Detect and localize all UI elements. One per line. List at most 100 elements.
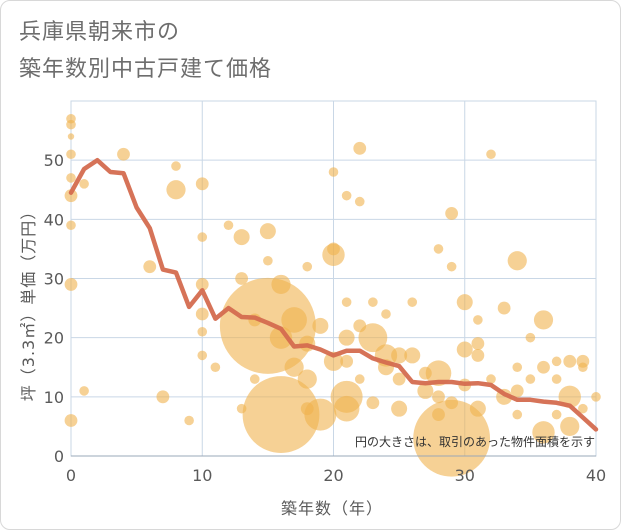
y-tick-label: 10	[44, 388, 64, 407]
y-tick-label: 40	[44, 210, 64, 229]
x-tick-label: 0	[66, 466, 76, 485]
bubble-point	[551, 409, 562, 420]
chart-title: 兵庫県朝来市の 築年数別中古戸建て価格	[19, 14, 272, 88]
bubble-point	[473, 315, 483, 325]
x-tick-label: 40	[586, 466, 606, 485]
bubble-point	[281, 307, 307, 333]
bubble-point	[249, 374, 260, 384]
bubble-point	[338, 329, 355, 346]
bubble-point	[432, 408, 445, 421]
bubble-point	[156, 390, 170, 404]
bubble-point	[591, 392, 601, 402]
trend-line-series	[68, 157, 599, 432]
bubble-point	[64, 278, 78, 291]
bubble-point	[471, 337, 485, 350]
bubble-point	[353, 141, 367, 155]
bubble-point	[366, 396, 380, 410]
bubble-point	[195, 307, 209, 321]
bubble-point	[284, 357, 304, 377]
trend-line	[68, 157, 599, 432]
bubble-point	[66, 149, 76, 160]
bubble-point	[341, 297, 352, 307]
bubble-point	[64, 189, 78, 203]
bubble-point	[236, 403, 247, 414]
x-tick-label: 10	[192, 466, 212, 485]
bubble-point	[486, 374, 496, 384]
bubble-point	[486, 149, 496, 160]
bubble-point	[368, 297, 378, 307]
bubble-size-note: 円の大きさは、取引のあった物件面積を示す	[355, 434, 595, 449]
x-tick-label: 30	[455, 466, 475, 485]
bubble-point	[537, 360, 550, 374]
bubble-point	[195, 177, 209, 191]
bubble-point	[417, 382, 434, 399]
bubble-point	[184, 415, 194, 426]
bubble-point	[425, 360, 452, 386]
bubble-point	[64, 414, 78, 427]
bubble-point	[391, 347, 408, 364]
bubble-point	[413, 399, 491, 477]
bubble-point	[197, 232, 208, 242]
y-tick-label: 0	[54, 447, 64, 466]
chart-title-line-2: 築年数別中古戸建て価格	[19, 57, 273, 82]
bubble-point	[323, 351, 344, 371]
bubble-point	[340, 354, 354, 368]
bubble-point	[297, 369, 317, 389]
bubble-point	[67, 133, 75, 140]
bubble-point	[341, 190, 352, 201]
bubble-point	[358, 323, 388, 353]
bubble-point	[512, 362, 523, 373]
bubble-point	[197, 350, 208, 361]
bubble-point	[578, 403, 588, 414]
bubble-point	[327, 242, 340, 256]
bubble-point	[507, 251, 527, 271]
bubble-point	[432, 390, 445, 404]
bubble-point	[235, 272, 249, 285]
bubble-point	[578, 362, 588, 373]
bubble-point	[269, 326, 293, 349]
bubble-point	[446, 261, 457, 272]
bubble-point	[66, 173, 76, 183]
bubble-point	[166, 180, 186, 200]
bubble-point	[263, 255, 273, 266]
bubble-point	[333, 395, 360, 422]
bubble-point	[497, 301, 511, 315]
x-axis-title: 築年数（年）	[281, 499, 383, 518]
bubble-series	[64, 113, 601, 477]
bubble-point	[171, 161, 181, 171]
bubble-point	[445, 207, 459, 220]
bubble-point	[302, 261, 313, 272]
bubble-point	[560, 416, 580, 437]
bubble-point	[66, 220, 76, 231]
bubble-point	[219, 277, 316, 374]
bubble-point	[300, 402, 314, 416]
bubble-point	[381, 309, 391, 319]
bubble-point	[456, 341, 473, 358]
bubble-point	[79, 179, 89, 189]
bubble-point	[551, 374, 562, 384]
bubble-point	[312, 317, 329, 334]
bubble-point	[195, 278, 209, 291]
bubble-point	[391, 400, 408, 417]
bubble-point	[469, 400, 486, 417]
bubble-point	[353, 319, 367, 333]
bubble-point	[551, 356, 562, 367]
bubble-point	[354, 374, 365, 384]
bubble-point	[510, 384, 524, 398]
bubble-point	[532, 421, 555, 444]
chart-title-line-1: 兵庫県朝来市の	[19, 20, 181, 45]
bubble-point	[471, 349, 485, 362]
y-axis-title: 坪（3.3㎡）単価（万円）	[19, 203, 38, 401]
bubble-point	[525, 332, 536, 343]
bubble-point	[143, 260, 157, 274]
bubble-point	[259, 223, 276, 240]
bubble-point	[418, 366, 432, 380]
bubble-point	[525, 374, 536, 384]
bubble-point	[117, 147, 130, 161]
bubble-point	[242, 376, 320, 453]
bubble-point	[328, 167, 339, 177]
axes: 0 10 20 30 40 0 10 20 30 40 50	[44, 151, 607, 485]
bubble-point	[392, 372, 406, 386]
bubble-point	[456, 294, 473, 311]
